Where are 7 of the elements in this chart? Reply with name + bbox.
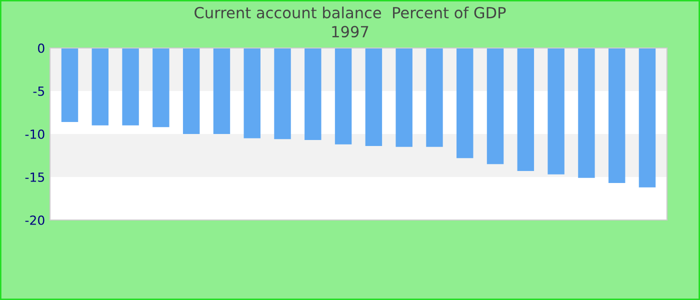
y-tick-label: -20	[25, 215, 44, 225]
chart-subtitle: 1997	[332, 26, 368, 38]
y-tick-label: -15	[25, 172, 44, 182]
y-tick-label: 0	[38, 43, 44, 53]
y-tick-label: -5	[33, 86, 44, 96]
y-tick-label: -10	[25, 129, 44, 139]
chart-title: Current account balance Percent of GDP	[194, 6, 506, 18]
